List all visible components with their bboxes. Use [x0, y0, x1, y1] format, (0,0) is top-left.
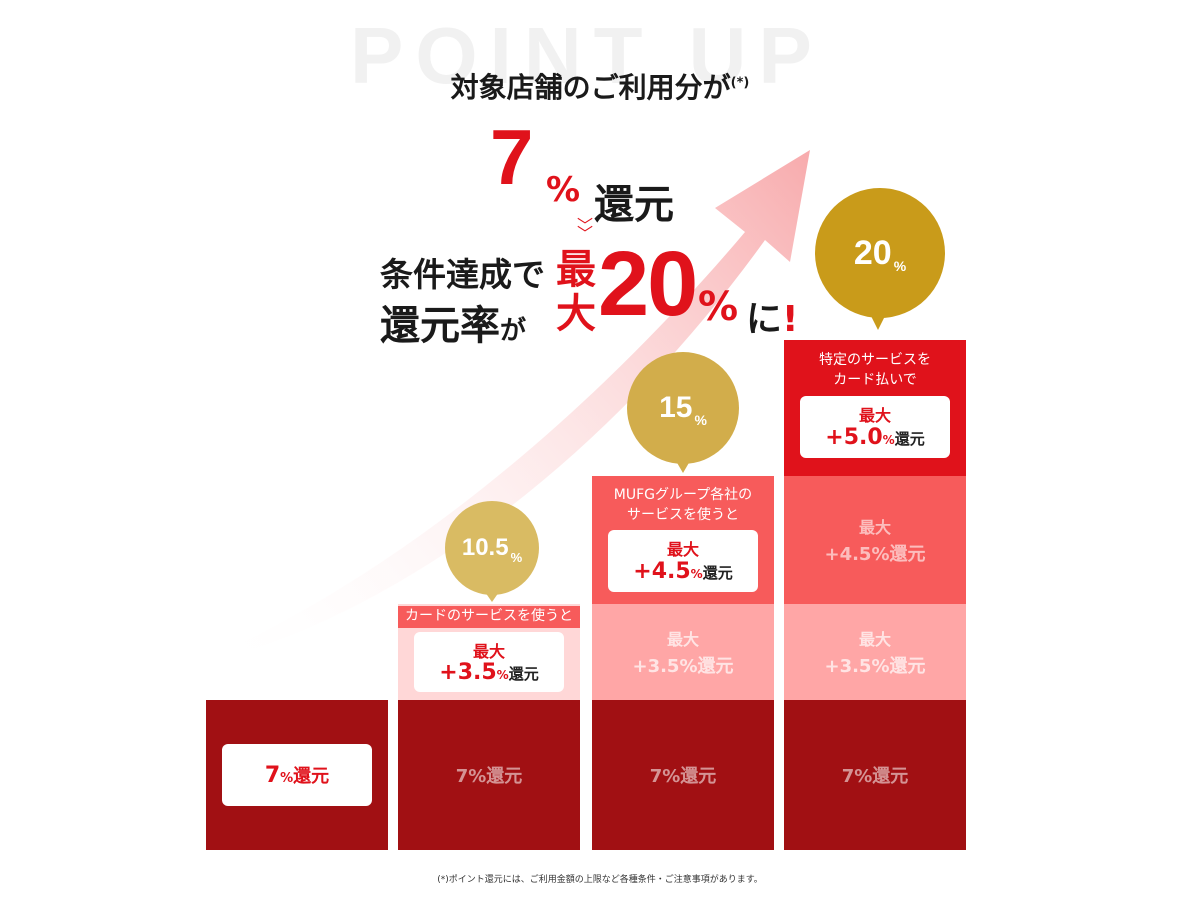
step2-caption: カードのサービスを使うと: [398, 606, 580, 628]
max-rate-percent: %: [698, 284, 739, 330]
step1-base-card: 7%還元: [222, 744, 372, 806]
step3-caption: MUFGグループ各社の サービスを使うと: [592, 485, 774, 525]
step4-caption-line2: カード払いで: [833, 372, 917, 388]
step3-bubble-tail: [676, 461, 690, 473]
step3-card-value: +4.5%還元: [633, 559, 733, 584]
step4-card-label: 最大: [858, 406, 891, 425]
step4-base-faded: 7%還元: [841, 766, 909, 787]
step4-caption: 特定のサービスを カード払いで: [784, 350, 966, 390]
step1-base-card-text: 7%還元: [264, 763, 330, 788]
step3-card-label: 最大: [666, 540, 699, 559]
step2-bubble-tail: [485, 592, 499, 602]
step4-faded-low-value: +3.5%還元: [824, 656, 926, 677]
base-rate-number: 7: [490, 113, 534, 201]
step4-base-block: [784, 700, 966, 850]
step2-card-value: +3.5%還元: [439, 660, 539, 685]
step2-base-faded: 7%還元: [455, 766, 523, 787]
step4-lower-block: [784, 604, 966, 700]
step3-caption-line1: MUFGグループ各社の: [613, 487, 753, 503]
max-rate-number: 20: [598, 233, 698, 335]
step3-base-block: [592, 700, 774, 850]
step4-caption-line1: 特定のサービスを: [819, 352, 931, 368]
condition-line1: 条件達成で: [380, 255, 545, 294]
max-label-vertical: 最大: [556, 247, 596, 337]
condition-rate-word: 還元率: [380, 303, 500, 349]
step4-card-value: +5.0%還元: [825, 425, 925, 450]
max-rate-suffix: に!: [746, 299, 799, 340]
step4-faded-low-label: 最大: [858, 630, 891, 649]
condition-ga: が: [500, 316, 527, 346]
headline-text: 対象店舗のご利用分が: [450, 71, 731, 104]
step4-middle-block: [784, 476, 966, 604]
step4-bubble: 20%: [815, 188, 945, 318]
chevron-down-icon: ﹀ ﹀: [577, 216, 594, 243]
base-rate-percent: %: [546, 170, 581, 210]
step3-faded-label: 最大: [666, 630, 699, 649]
step3-base-faded: 7%還元: [649, 766, 717, 787]
condition-line2: 還元率が: [380, 293, 526, 351]
step4-faded-mid-label: 最大: [858, 518, 891, 537]
step3-caption-line2: サービスを使うと: [627, 507, 739, 523]
step4-bubble-tail: [871, 316, 885, 330]
footnote: (*)ポイント還元には、ご利用金額の上限など各種条件・ご注意事項があります。: [437, 875, 763, 885]
step3-middle-block: [592, 604, 774, 700]
step2-base-block: [398, 700, 580, 850]
note-mark: (*): [730, 75, 750, 91]
base-rate-unit: 還元: [594, 182, 674, 228]
step3-bubble: 15%: [627, 352, 739, 464]
step4-faded-mid-value: +4.5%還元: [824, 544, 926, 565]
step2-card-label: 最大: [472, 642, 505, 661]
headline: 対象店舗のご利用分が(*): [0, 66, 1200, 106]
step3-faded-value: +3.5%還元: [632, 656, 734, 677]
step2-bubble: 10.5%: [445, 501, 539, 595]
step2-card: 最大 +3.5%還元: [414, 632, 564, 692]
step3-card: 最大 +4.5%還元: [608, 530, 758, 592]
background-word: POINT UP: [350, 11, 824, 100]
step4-card: 最大 +5.0%還元: [800, 396, 950, 458]
